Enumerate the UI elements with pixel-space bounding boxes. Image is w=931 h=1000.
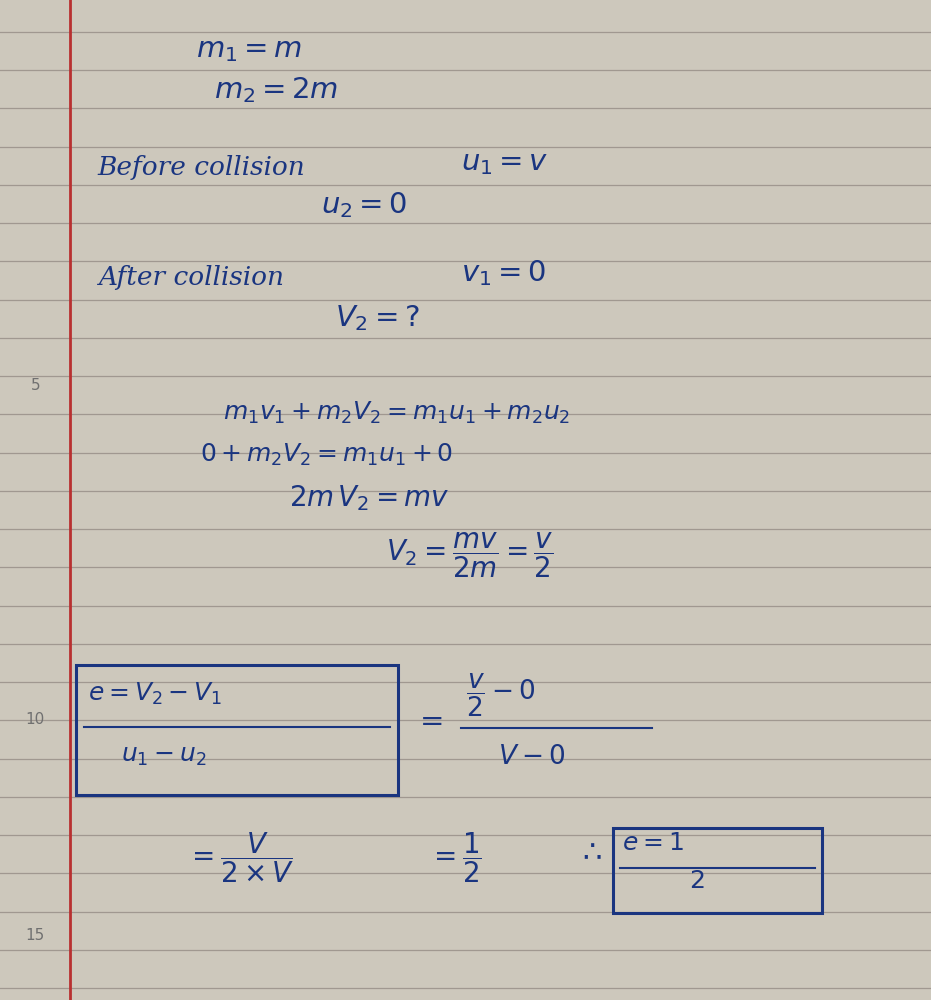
Bar [76, 665, 398, 795]
Text: $=$: $=$ [414, 706, 443, 734]
Text: $= \dfrac{V}{2 \times V}$: $= \dfrac{V}{2 \times V}$ [186, 831, 294, 885]
Text: $\therefore$: $\therefore$ [577, 836, 602, 867]
Text: 15: 15 [26, 928, 45, 942]
Text: $u_2 = 0$: $u_2 = 0$ [321, 190, 408, 220]
Text: 5: 5 [31, 377, 40, 392]
Text: $2m\,V_2 = mv$: $2m\,V_2 = mv$ [289, 483, 450, 513]
Text: $u_1 - u_2$: $u_1 - u_2$ [121, 744, 207, 768]
Text: Before collision: Before collision [98, 155, 305, 180]
Text: $V_2 = \dfrac{mv}{2m} = \dfrac{v}{2}$: $V_2 = \dfrac{mv}{2m} = \dfrac{v}{2}$ [386, 530, 554, 580]
Text: $m_1v_1 + m_2V_2 = m_1u_1 + m_2u_2$: $m_1v_1 + m_2V_2 = m_1u_1 + m_2u_2$ [223, 400, 571, 426]
Text: $= \dfrac{1}{2}$: $= \dfrac{1}{2}$ [428, 831, 482, 885]
Text: $v_1 = 0$: $v_1 = 0$ [461, 258, 546, 288]
Bar [613, 828, 822, 913]
Text: $m_1 = m$: $m_1 = m$ [196, 36, 302, 64]
Text: $u_1 = v$: $u_1 = v$ [461, 149, 548, 177]
Text: $0 + m_2V_2 = m_1u_1 + 0$: $0 + m_2V_2 = m_1u_1 + 0$ [200, 442, 453, 468]
Text: After collision: After collision [98, 265, 284, 290]
Text: 10: 10 [26, 712, 45, 728]
Text: $V_2 = ?$: $V_2 = ?$ [335, 303, 420, 333]
Text: $V - 0$: $V - 0$ [498, 744, 565, 770]
Text: $2$: $2$ [689, 870, 705, 894]
Text: $e = 1$: $e = 1$ [622, 832, 683, 856]
Text: $e = V_2 - V_1$: $e = V_2 - V_1$ [88, 681, 223, 707]
Text: $m_2 = 2m$: $m_2 = 2m$ [214, 75, 339, 105]
Text: $\dfrac{v}{2} - 0$: $\dfrac{v}{2} - 0$ [466, 671, 535, 719]
